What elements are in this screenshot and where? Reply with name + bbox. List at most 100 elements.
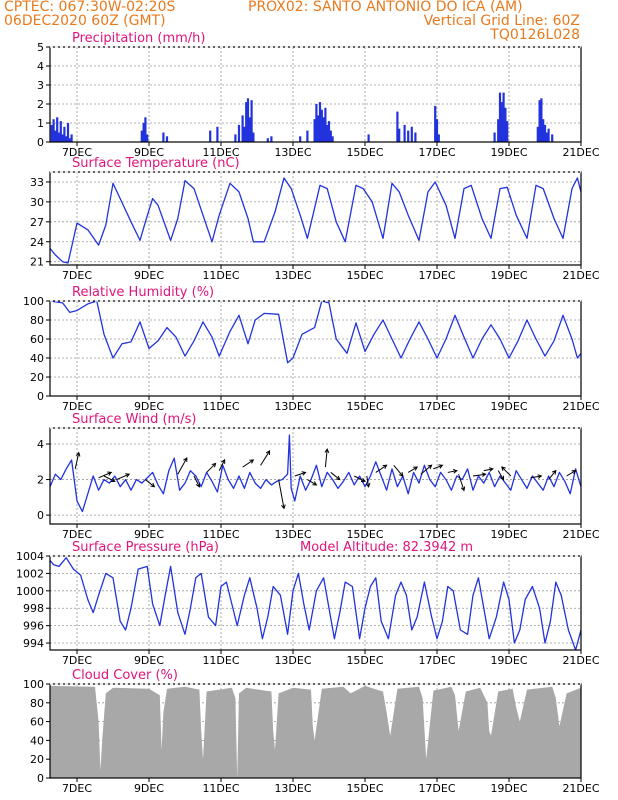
precip-bar [331, 136, 334, 142]
header-date: 06DEC2020 60Z (GMT) [4, 13, 166, 29]
wind-arrow-shaft [294, 471, 306, 477]
precip-bar [542, 119, 545, 142]
precip-bar [502, 92, 505, 142]
wind-xtick-label: 9DEC [134, 528, 164, 541]
wind-arrow-head [75, 451, 81, 457]
precip-title: Precipitation (mm/h) [72, 31, 205, 46]
cloud-xtick-label: 19DEC [490, 782, 527, 795]
psfc-ytick-label: 996 [23, 620, 44, 633]
precip-bar [327, 121, 331, 142]
wind-arrow-shaft [420, 464, 432, 475]
wind-ytick-label: 2 [37, 474, 44, 487]
rh-ytick-label: 20 [30, 371, 44, 384]
psfc-title: Surface Pressure (hPa) [72, 540, 219, 555]
psfc-xtick-label: 13DEC [274, 654, 311, 667]
precip-bar [396, 111, 399, 142]
wind-arrow-shaft [375, 464, 387, 473]
precip-bar [324, 107, 327, 142]
rh-xtick-label: 21DEC [562, 400, 599, 413]
precip-bar [398, 128, 401, 142]
psfc-xtick-label: 7DEC [62, 654, 92, 667]
rh-xtick-label: 7DEC [62, 400, 92, 413]
wind-arrow-head [312, 481, 318, 486]
precip-bar [536, 126, 539, 142]
precip-bar [407, 130, 410, 142]
precip-bar [543, 124, 547, 142]
psfc-ytick-label: 1004 [16, 550, 44, 563]
header-location: CPTEC: 067:30W-02:20S [4, 0, 176, 15]
cloud-xtick-label: 21DEC [562, 782, 599, 795]
precip-bar [318, 102, 322, 142]
wind-arrow-head [281, 504, 286, 510]
wind-arrow-head [110, 477, 116, 483]
wind-arrow-shaft [218, 459, 226, 471]
wind-ytick-label: 0 [37, 509, 44, 522]
wind-arrow-head [571, 470, 577, 475]
wind-xtick-label: 19DEC [490, 528, 527, 541]
header-station: PROX02: SANTO ANTONIO DO ICA (AM) [248, 0, 523, 15]
wind-arrow-head [382, 464, 388, 470]
temp-xtick-label: 21DEC [562, 269, 599, 282]
precip-bar [248, 117, 251, 142]
rh-line [49, 300, 582, 364]
wind-arrow-head [427, 464, 433, 470]
temp-xtick-label: 19DEC [490, 269, 527, 282]
wind-arrow-shaft [407, 466, 418, 473]
cloud-ytick-label: 80 [30, 697, 44, 710]
precip-bar [414, 132, 417, 142]
wind-arrow-shaft [260, 450, 271, 466]
psfc-xtick-label: 11DEC [202, 654, 239, 667]
wind-arrow-head [360, 477, 366, 483]
precip-bar [252, 132, 255, 142]
wind-arrow-head [125, 473, 131, 478]
wind-arrow-shaft [501, 466, 512, 477]
precip-bar [140, 130, 143, 142]
rh-xtick-label: 17DEC [418, 400, 455, 413]
temp-xtick-label: 17DEC [418, 269, 455, 282]
precip-xtick-label: 13DEC [274, 146, 311, 159]
precip-bar [250, 100, 253, 142]
precip-xtick-label: 7DEC [62, 146, 92, 159]
cloud-xtick-label: 7DEC [62, 782, 92, 795]
precip-bar [237, 124, 241, 142]
wind-arrow-head [365, 482, 371, 488]
precip-bar [70, 134, 73, 142]
precip-bar [493, 132, 496, 142]
temp-xtick-label: 11DEC [202, 269, 239, 282]
wind-arrow-shaft [330, 472, 341, 481]
wind-arrow-shaft [193, 475, 200, 488]
cloud-xtick-label: 15DEC [346, 782, 383, 795]
wind-xtick-label: 15DEC [346, 528, 383, 541]
wind-arrow-shaft [458, 474, 465, 491]
wind-arrow-shaft [393, 465, 404, 477]
cloud-ytick-label: 20 [30, 753, 44, 766]
precip-bar [403, 124, 406, 142]
cloud-title: Cloud Cover (%) [72, 668, 178, 683]
wind-arrow-shaft [116, 473, 130, 481]
wind-arrow-shaft [145, 479, 155, 488]
precip-bar [146, 134, 149, 142]
temp-ytick-label: 24 [30, 236, 44, 249]
temp-ytick-label: 21 [30, 256, 44, 269]
wind-arrow-shaft [206, 463, 216, 473]
wind-arrow-head [460, 486, 466, 492]
wind-arrow-head [413, 466, 419, 471]
precip-bar [216, 126, 219, 142]
wind-arrow-shaft [353, 475, 366, 482]
cloud-ytick-label: 0 [37, 772, 44, 785]
wind-arrow-shaft [242, 459, 254, 468]
precip-bar [540, 98, 543, 142]
wind-arrow-head [501, 466, 506, 471]
wind-arrow-shaft [530, 475, 542, 479]
precip-ytick-label: 3 [37, 79, 44, 92]
precip-bar [299, 136, 302, 142]
wind-arrow-head [221, 458, 226, 464]
precip-bar [63, 126, 66, 142]
precip-bar [547, 128, 550, 142]
wind-arrow-shaft [497, 470, 505, 480]
header-model: TQ0126L028 [490, 27, 580, 43]
precip-bar [142, 123, 145, 142]
precip-bar [241, 115, 244, 142]
wind-arrow-shaft [566, 470, 576, 477]
